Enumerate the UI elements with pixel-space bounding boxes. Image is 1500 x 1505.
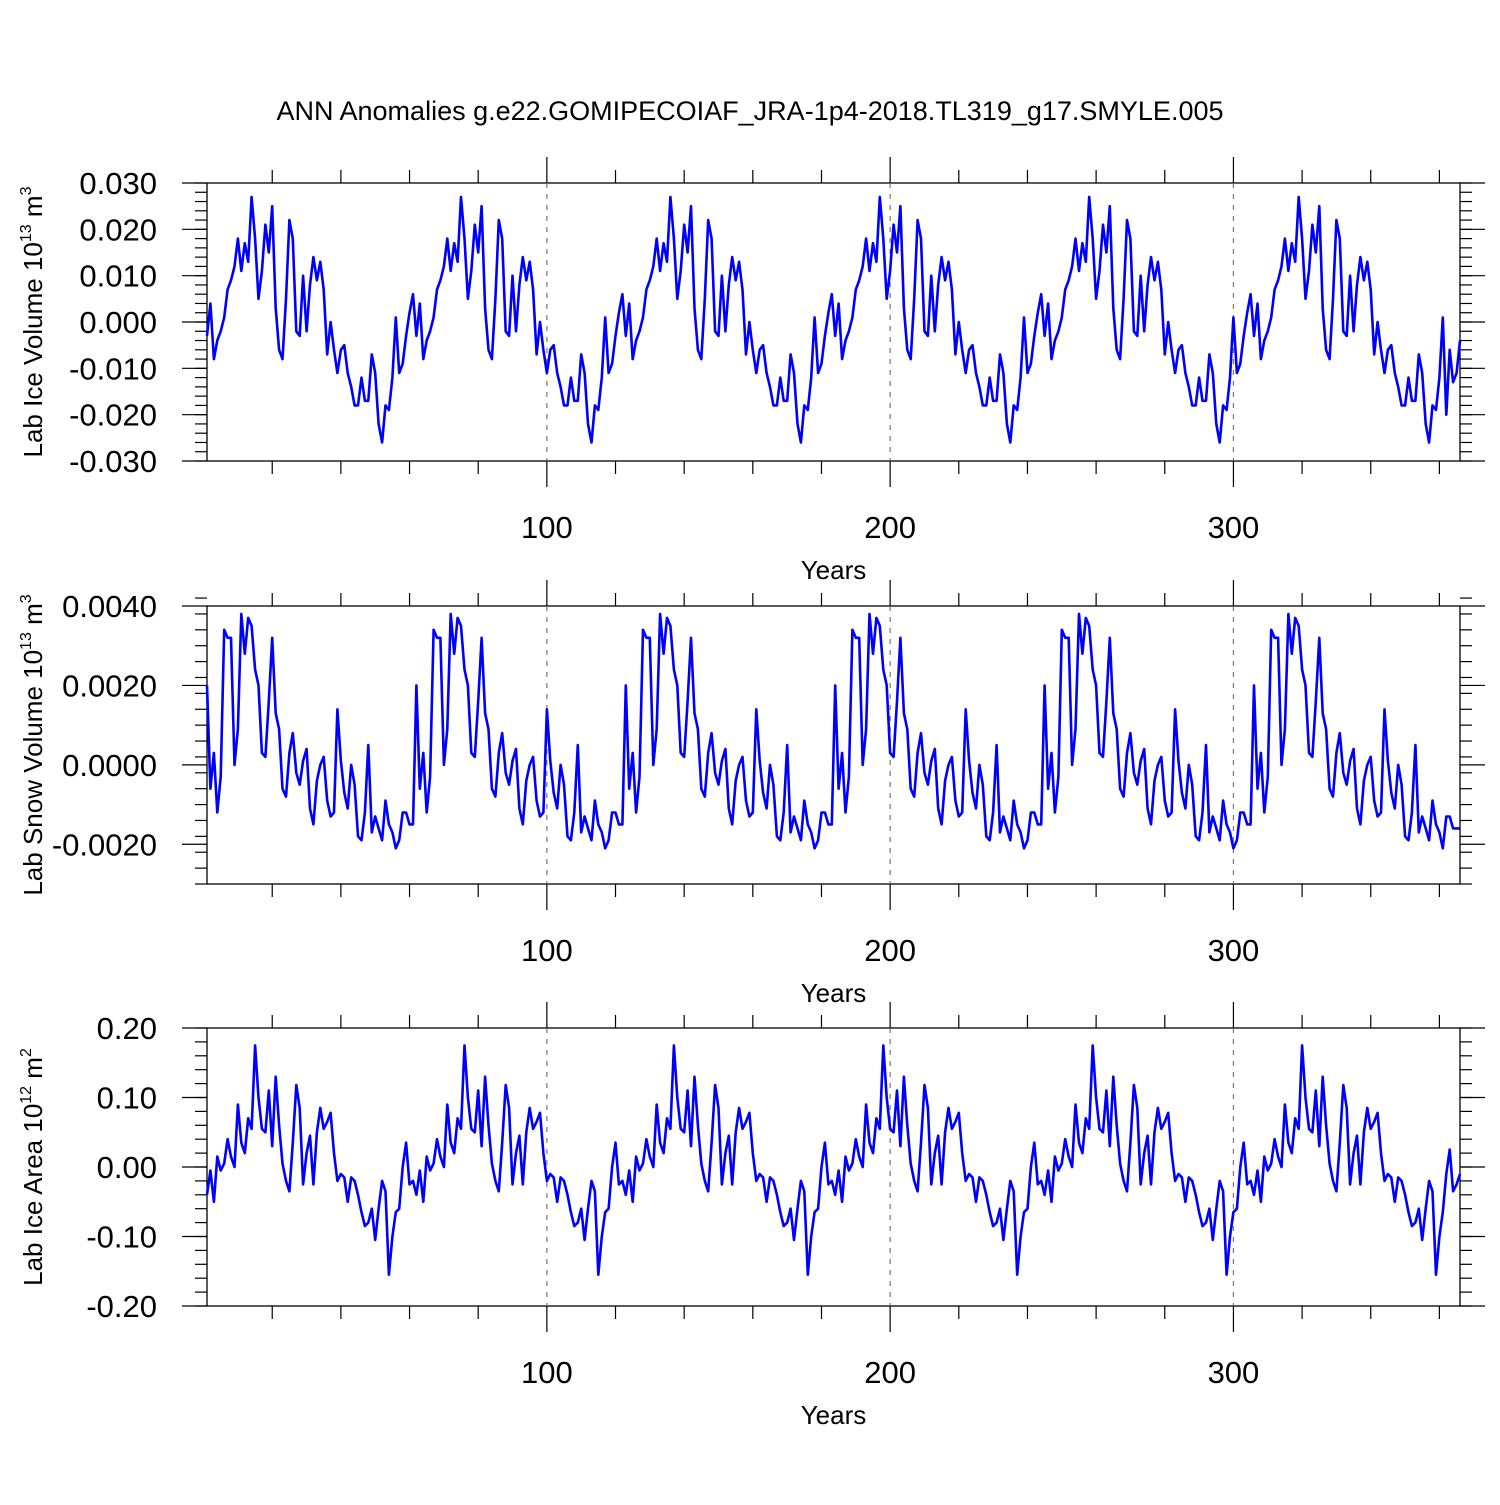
y-axis-label-unit-exponent: 2	[18, 1048, 35, 1057]
x-tick-label: 300	[1208, 1355, 1260, 1390]
y-tick-label: -0.030	[69, 444, 157, 479]
y-tick-label: -0.10	[86, 1220, 157, 1255]
y-tick-label: 0.20	[97, 1011, 157, 1046]
y-axis-label: Lab Snow Volume 1013 m3	[18, 594, 48, 895]
x-tick-label: 100	[521, 933, 573, 968]
y-axis-label-exponent: 13	[18, 632, 35, 650]
y-axis-label-unit: m	[18, 195, 48, 224]
y-tick-label: 0.000	[79, 305, 157, 340]
y-axis-label-main: Lab Ice Volume 10	[18, 242, 48, 457]
y-tick-label: 0.00	[97, 1150, 157, 1185]
x-tick-label: 100	[521, 510, 573, 545]
x-tick-label: 200	[864, 1355, 916, 1390]
y-tick-label: 0.020	[79, 212, 157, 247]
y-axis-label-exponent: 13	[18, 224, 35, 242]
y-tick-label: 0.0000	[62, 748, 157, 783]
panel-snow-volume: 0.0040 0.0020 0.0000 -0.0020 100 200 300 Years L…	[18, 580, 1485, 1008]
series-line	[205, 195, 1462, 444]
panel-ice-volume: 0.030 0.020 0.010 0.000 -0.010 -0.020 -0.030 10…	[18, 157, 1485, 585]
plot-frame	[206, 605, 1461, 885]
y-axis-label-exponent: 12	[18, 1086, 35, 1104]
y-axis-label-unit: m	[18, 603, 48, 632]
y-axis-label-unit-exponent: 3	[18, 594, 35, 603]
y-tick-label: 0.010	[79, 259, 157, 294]
panel-ice-area: 0.20 0.10 0.00 -0.10 -0.20 100 200 300 Years Lab …	[18, 1002, 1485, 1430]
y-axis-label-unit-exponent: 3	[18, 186, 35, 195]
chart-title: ANN Anomalies g.e22.GOMIPECOIAF_JRA-1p4-…	[277, 96, 1224, 126]
y-tick-label: -0.010	[69, 351, 157, 386]
x-tick-label: 100	[521, 1355, 573, 1390]
plot-frame	[206, 1027, 1461, 1307]
x-tick-label: 200	[864, 510, 916, 545]
series-line	[205, 1044, 1462, 1276]
y-axis-label: Lab Ice Area 1012 m2	[18, 1048, 48, 1286]
y-axis-label-unit: m	[18, 1057, 48, 1086]
x-tick-label: 300	[1208, 933, 1260, 968]
x-tick-label: 200	[864, 933, 916, 968]
y-axis-label: Lab Ice Volume 1013 m3	[18, 186, 48, 457]
y-tick-label: -0.020	[69, 398, 157, 433]
x-tick-label: 300	[1208, 510, 1260, 545]
y-tick-label: 0.0040	[62, 589, 157, 624]
y-tick-label: 0.0020	[62, 668, 157, 703]
series-line	[205, 612, 1460, 850]
y-axis-label-main: Lab Ice Area 10	[18, 1104, 48, 1286]
x-axis-label: Years	[801, 555, 867, 585]
y-tick-label: -0.20	[86, 1289, 157, 1324]
y-tick-label: -0.0020	[52, 827, 157, 862]
y-axis-label-main: Lab Snow Volume 10	[18, 650, 48, 896]
y-tick-label: 0.10	[97, 1081, 157, 1116]
y-tick-label: 0.030	[79, 166, 157, 201]
x-axis-label: Years	[801, 1400, 867, 1430]
x-axis-label: Years	[801, 978, 867, 1008]
